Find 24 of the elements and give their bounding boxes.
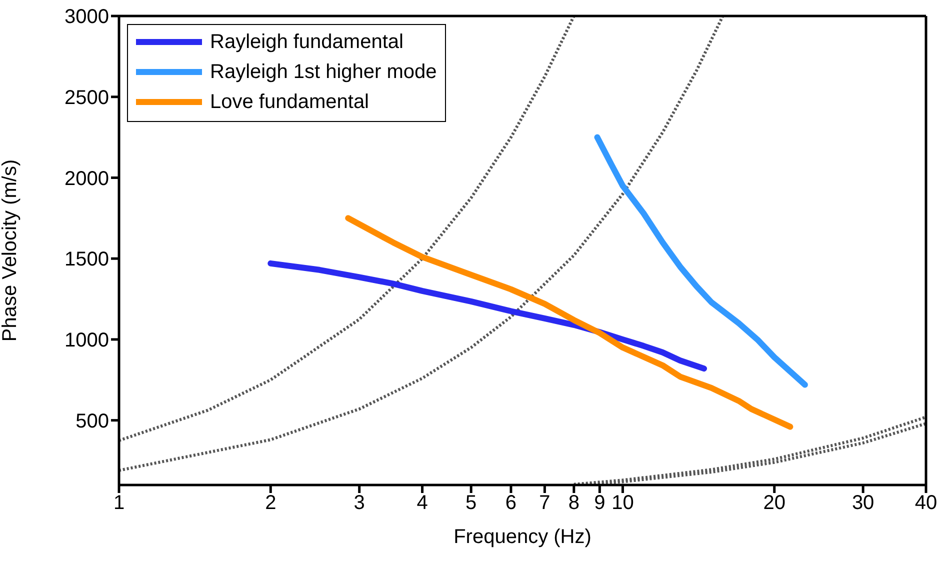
x-tick-label: 6 <box>505 492 517 514</box>
legend-label: Rayleigh 1st higher mode <box>210 60 437 85</box>
x-tick-label: 10 <box>612 492 634 514</box>
y-tick-label: 2500 <box>64 86 109 109</box>
legend-label: Rayleigh fundamental <box>210 30 404 55</box>
x-axis-title: Frequency (Hz) <box>454 526 592 548</box>
x-tick-label: 9 <box>594 492 606 514</box>
y-tick-label: 2000 <box>64 168 109 190</box>
x-tick-label: 1 <box>113 492 125 514</box>
y-tick-label: 1000 <box>64 330 109 352</box>
y-tick-label: 500 <box>76 410 109 432</box>
legend-label: Love fundamental <box>210 90 370 115</box>
y-tick-label: 1500 <box>64 248 109 271</box>
x-tick-label: 2 <box>265 492 276 514</box>
y-tick-label: 3000 <box>64 6 109 28</box>
x-tick-label: 3 <box>354 492 365 514</box>
y-axis-title: Phase Velocity (m/s) <box>0 159 22 342</box>
x-tick-label: 7 <box>539 492 550 514</box>
x-tick-label: 20 <box>763 492 786 514</box>
x-tick-label: 40 <box>914 492 938 514</box>
x-tick-label: 30 <box>852 492 874 514</box>
x-tick-label: 4 <box>416 492 428 514</box>
x-tick-label: 8 <box>568 492 580 514</box>
x-tick-label: 5 <box>466 492 477 514</box>
